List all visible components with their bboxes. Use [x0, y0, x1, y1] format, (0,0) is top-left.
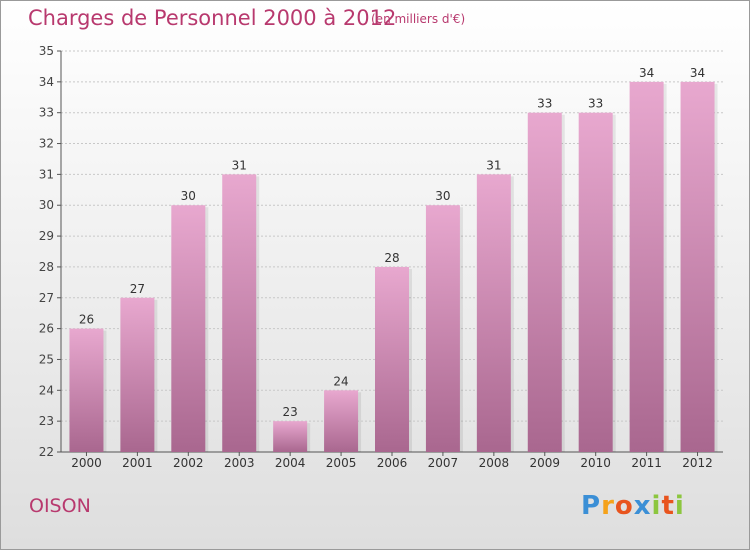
y-tick-label: 35 [39, 44, 54, 58]
bar-value-label: 30 [435, 189, 450, 203]
y-tick-label: 34 [39, 75, 54, 89]
x-tick-label: 2003 [224, 456, 255, 470]
x-tick-label: 2011 [631, 456, 662, 470]
y-tick-label: 25 [39, 352, 54, 366]
bar-value-label: 27 [130, 282, 145, 296]
bar [69, 328, 104, 452]
bar [222, 174, 257, 452]
logo-letter: x [633, 491, 652, 521]
bar-value-label: 30 [181, 189, 196, 203]
bar-value-label: 24 [333, 374, 348, 388]
x-tick-label: 2004 [275, 456, 306, 470]
bar [120, 297, 155, 452]
logo-letter: P [581, 491, 602, 521]
x-tick-label: 2008 [479, 456, 510, 470]
logo-letter: t [661, 491, 675, 521]
y-tick-label: 22 [39, 445, 54, 459]
axis-layer: 22 23 24 25 26 27 28 29 30 31 32 33 34 35 [39, 44, 723, 459]
bar-value-label: 23 [283, 405, 298, 419]
x-tick-label: 2009 [529, 456, 560, 470]
bar-value-label: 28 [384, 251, 399, 265]
y-tick-label: 31 [39, 167, 54, 181]
bar-value-label: 31 [486, 158, 501, 172]
y-tick-label: 32 [39, 137, 54, 151]
x-tick-label: 2001 [122, 456, 153, 470]
logo-letter: o [614, 491, 634, 521]
bar [578, 112, 613, 452]
bar-value-label: 34 [690, 66, 705, 80]
bar-value-label: 33 [588, 97, 603, 111]
x-tick-label: 2012 [682, 456, 713, 470]
y-tick-label: 27 [39, 291, 54, 305]
bar [476, 174, 511, 452]
bar [527, 112, 562, 452]
bar-layer [69, 81, 718, 452]
x-tick-label: 2002 [173, 456, 204, 470]
x-tick-label: 2006 [377, 456, 408, 470]
x-tick-label: 2007 [428, 456, 459, 470]
bar-value-label: 33 [537, 97, 552, 111]
commune-name: OISON [29, 495, 91, 517]
y-tick-label: 28 [39, 260, 54, 274]
bar [629, 81, 664, 452]
y-tick-label: 24 [39, 383, 54, 397]
bar [425, 205, 460, 452]
label-layer: 26 2000 27 2001 30 2002 31 2003 23 2004 24 2005 28 20… [71, 66, 713, 470]
bar [273, 421, 308, 452]
logo-letter: r [601, 491, 615, 521]
y-tick-label: 26 [39, 322, 54, 336]
logo-letter: i [651, 491, 662, 521]
bar-value-label: 31 [232, 158, 247, 172]
unit-note: (en milliers d'€) [371, 12, 466, 26]
bar [324, 390, 359, 452]
x-tick-label: 2005 [326, 456, 357, 470]
bar [375, 266, 409, 452]
x-tick-label: 2000 [71, 456, 102, 470]
chart-title: Charges de Personnel 2000 à 2012 [28, 6, 397, 30]
y-tick-label: 29 [39, 229, 54, 243]
bar [680, 81, 715, 452]
bar-value-label: 26 [79, 313, 94, 327]
bar [171, 205, 206, 452]
x-tick-label: 2010 [580, 456, 611, 470]
y-tick-label: 30 [39, 198, 54, 212]
y-tick-label: 23 [39, 414, 54, 428]
bar-value-label: 34 [639, 66, 654, 80]
y-tick-label: 33 [39, 106, 54, 120]
logo-letter: i [674, 491, 685, 521]
proxiti-logo: Proxiti [581, 491, 685, 521]
